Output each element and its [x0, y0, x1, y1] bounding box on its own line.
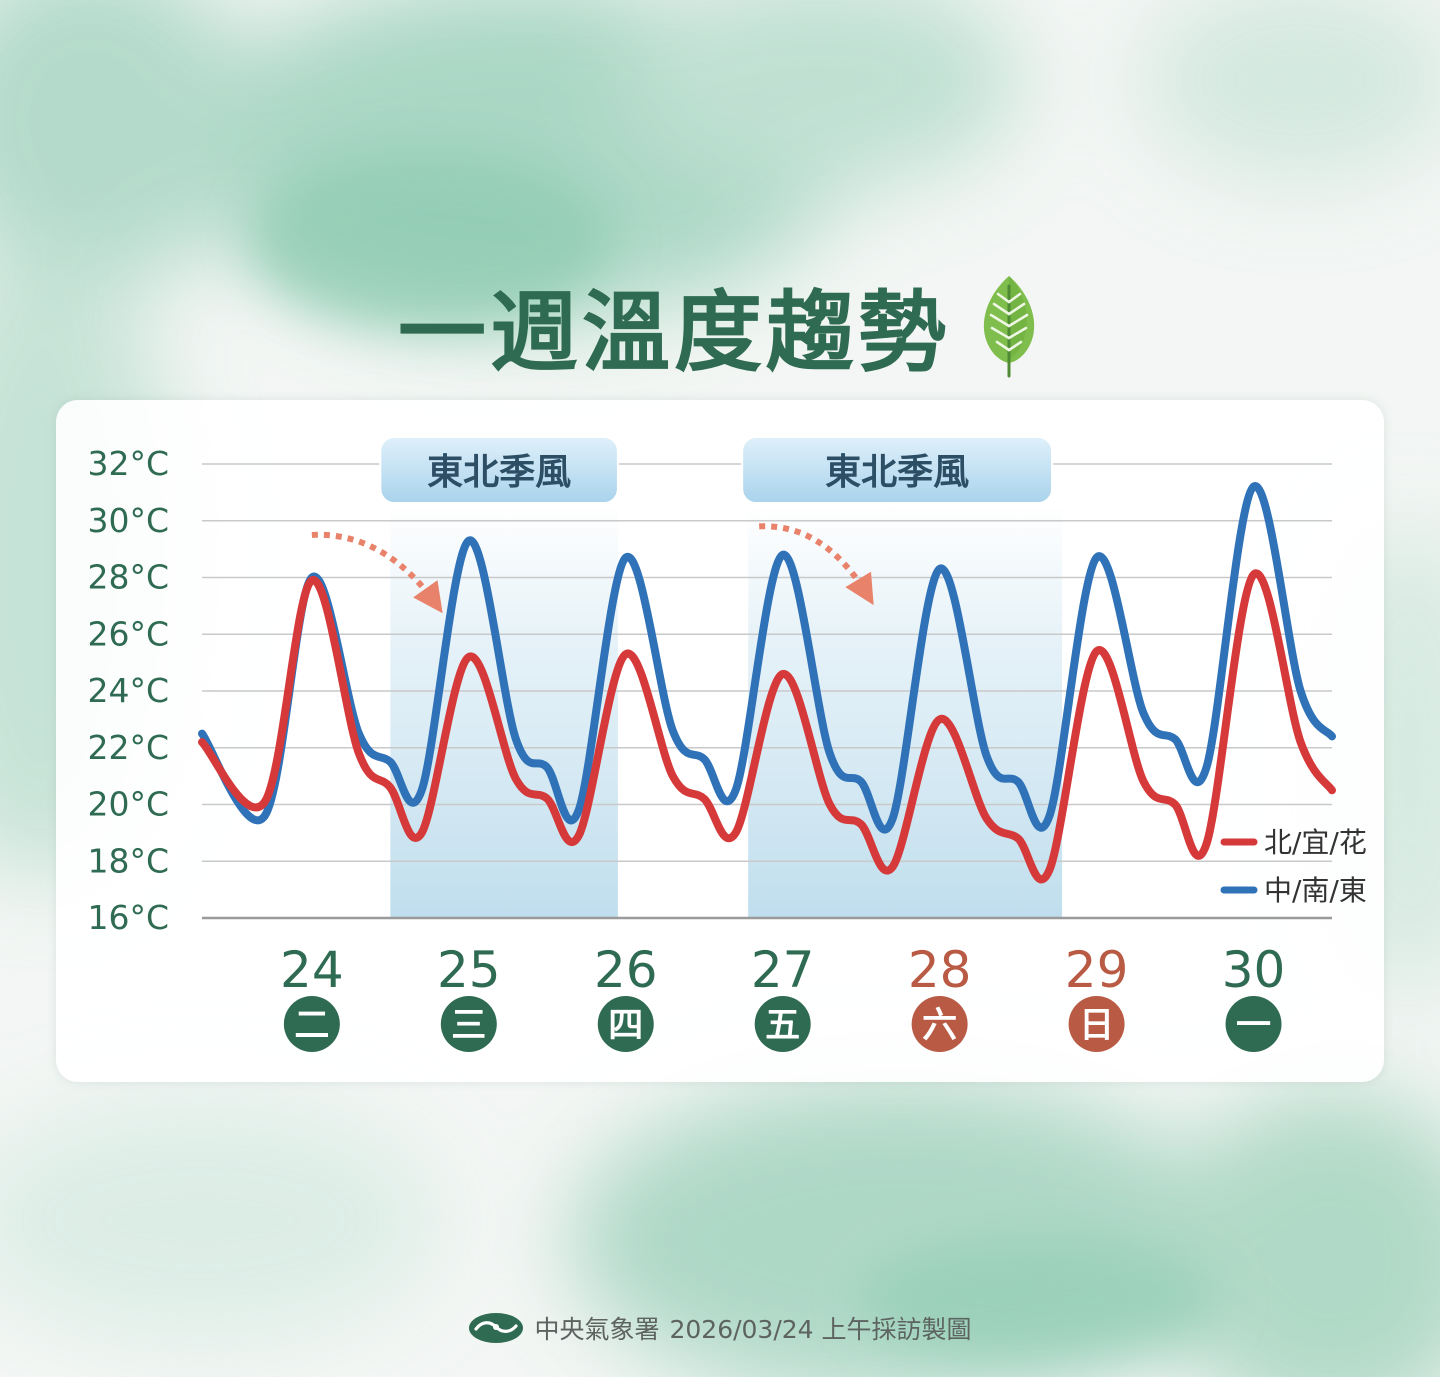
y-tick-label: 18°C	[87, 841, 169, 880]
weekday-label: 三	[451, 1006, 486, 1046]
monsoon-label-box	[379, 436, 619, 504]
legend-label: 北/宜/花	[1264, 826, 1367, 859]
date-label: 26	[594, 941, 658, 999]
legend-label: 中/南/東	[1264, 874, 1367, 907]
weekday-badge	[1068, 996, 1125, 1052]
date-label: 25	[437, 941, 501, 999]
y-tick-label: 28°C	[87, 558, 169, 597]
weekday-badge	[754, 996, 811, 1052]
y-tick-label: 24°C	[87, 671, 169, 710]
monsoon-label: 東北季風	[825, 452, 969, 493]
date-label: 27	[751, 941, 815, 999]
date-label: 29	[1065, 941, 1129, 999]
weekday-badge	[283, 996, 340, 1052]
date-label: 30	[1222, 941, 1286, 999]
title-block: 一週溫度趨勢	[0, 270, 1440, 384]
monsoon-label: 東北季風	[427, 452, 571, 493]
series-line-south	[198, 482, 1336, 834]
cwa-logo-icon	[469, 1313, 524, 1343]
y-tick-label: 30°C	[87, 501, 169, 540]
weekday-label: 一	[1236, 1006, 1271, 1046]
date-label: 24	[280, 941, 344, 999]
date-label: 28	[908, 941, 972, 999]
weekday-badge	[440, 996, 497, 1052]
monsoon-label-box	[741, 436, 1054, 504]
trend-arrow	[311, 531, 443, 614]
series-line-north	[198, 569, 1336, 884]
y-tick-label: 22°C	[87, 728, 169, 767]
temperature-chart: 32°C 30°C 28°C 26°C 24°C 22°C 20°C 18°C 16°C 東北季…	[87, 436, 1367, 1052]
weekday-label: 六	[922, 1006, 957, 1046]
agency-name: 中央氣象署	[534, 1315, 660, 1344]
trend-arrow	[758, 523, 874, 606]
footer: 中央氣象署 2026/03/24 上午採訪製圖	[0, 1306, 1440, 1350]
weekday-label: 四	[608, 1006, 643, 1046]
weekday-label: 二	[294, 1006, 329, 1046]
weekday-label: 五	[765, 1006, 800, 1046]
chart-card: 32°C 30°C 28°C 26°C 24°C 22°C 20°C 18°C 16°C 東北季…	[56, 400, 1384, 1082]
page-title: 一週溫度趨勢	[397, 280, 950, 384]
weekday-badge	[1225, 996, 1282, 1052]
weekday-badge	[597, 996, 654, 1052]
leaf-icon	[983, 276, 1035, 378]
weekday-label: 日	[1079, 1006, 1114, 1046]
weekday-badge	[911, 996, 968, 1052]
y-tick-label: 26°C	[87, 614, 169, 653]
y-tick-label: 20°C	[87, 785, 169, 824]
monsoon-band	[390, 504, 618, 918]
footer-caption: 2026/03/24 上午採訪製圖	[669, 1315, 972, 1344]
y-tick-label: 32°C	[87, 444, 169, 483]
y-tick-label: 16°C	[87, 898, 169, 937]
